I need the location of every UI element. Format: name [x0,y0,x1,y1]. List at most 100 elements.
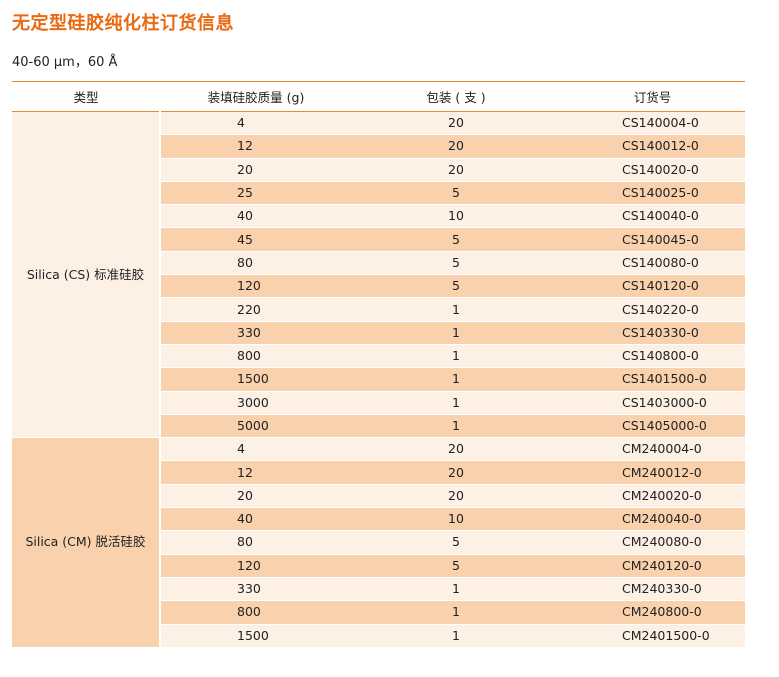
order-number-cell: CS140020-0 [560,158,745,182]
order-number-cell: CM2401500-0 [560,624,745,648]
mass-cell: 330 [160,577,352,602]
table-header: 类型 装填硅胶质量 (g) 包装 ( 支 ) 订货号 [12,81,745,112]
order-number-cell: CS1403000-0 [560,391,745,415]
mass-cell: 120 [160,554,352,578]
pack-cell: 1 [352,414,560,439]
mass-cell: 4 [160,111,352,136]
mass-cell: 25 [160,181,352,206]
table-row: 12 20 CS140012-0 [12,134,745,159]
mass-cell: 330 [160,321,352,345]
pack-cell: 1 [352,344,560,369]
table-row: 1500 1 CM2401500-0 [12,624,745,648]
order-number-cell: CM240080-0 [560,530,745,555]
table-row: Silica (CM) 脱活硅胶 4 20 CM240004-0 [12,437,745,648]
table-row: 12 20 CM240012-0 [12,460,745,485]
table-row: 5000 1 CS1405000-0 [12,414,745,439]
mass-cell: 5000 [160,414,352,439]
mass-cell: 80 [160,530,352,555]
table-row: 800 1 CS140800-0 [12,344,745,369]
order-number-cell: CM240040-0 [560,507,745,532]
pack-cell: 20 [352,437,560,462]
mass-cell: 40 [160,204,352,229]
mass-cell: 1500 [160,367,352,392]
table-row: 220 1 CS140220-0 [12,297,745,322]
pack-cell: 1 [352,367,560,392]
header-order-number: 订货号 [560,81,745,112]
order-number-cell: CS1401500-0 [560,367,745,392]
mass-cell: 800 [160,600,352,625]
order-number-cell: CM240004-0 [560,437,745,462]
order-number-cell: CM240020-0 [560,484,745,509]
order-number-cell: CS140045-0 [560,227,745,252]
table-body: Silica (CS) 标准硅胶 4 20 CS140004-0 12 20 CS14001… [12,111,745,648]
mass-cell: 3000 [160,391,352,415]
header-type: 类型 [12,81,160,112]
pack-cell: 10 [352,204,560,229]
pack-cell: 1 [352,577,560,602]
table-row: 80 5 CS140080-0 [12,251,745,276]
mass-cell: 20 [160,484,352,509]
pack-cell: 1 [352,297,560,322]
table-row: 40 10 CM240040-0 [12,507,745,532]
pack-cell: 1 [352,391,560,415]
pack-cell: 20 [352,484,560,509]
order-number-cell: CS140080-0 [560,251,745,276]
mass-cell: 20 [160,158,352,182]
mass-cell: 120 [160,274,352,299]
page-title: 无定型硅胶纯化柱订货信息 [12,13,234,34]
order-table-container: 类型 装填硅胶质量 (g) 包装 ( 支 ) 订货号 Silica (CS) 标… [12,81,745,648]
table-row: 120 5 CM240120-0 [12,554,745,578]
pack-cell: 20 [352,134,560,159]
header-mass: 装填硅胶质量 (g) [160,81,352,112]
order-number-cell: CS140012-0 [560,134,745,159]
mass-cell: 45 [160,227,352,252]
order-number-cell: CM240330-0 [560,577,745,602]
pack-cell: 5 [352,251,560,276]
order-number-cell: CS140120-0 [560,274,745,299]
order-number-cell: CS140004-0 [560,111,745,136]
type-cell: Silica (CS) 标准硅胶 [12,111,161,439]
order-number-cell: CS1405000-0 [560,414,745,439]
pack-cell: 1 [352,321,560,345]
pack-cell: 1 [352,600,560,625]
table-row: Silica (CS) 标准硅胶 4 20 CS140004-0 [12,111,745,439]
page-subtitle: 40-60 µm，60 Å [12,55,118,70]
type-cell: Silica (CM) 脱活硅胶 [12,437,161,648]
pack-cell: 20 [352,111,560,136]
table-row: 330 1 CM240330-0 [12,577,745,602]
mass-cell: 12 [160,134,352,159]
table-row: 45 5 CS140045-0 [12,227,745,252]
pack-cell: 1 [352,624,560,648]
mass-cell: 800 [160,344,352,369]
mass-cell: 4 [160,437,352,462]
order-number-cell: CM240012-0 [560,460,745,485]
table-row: 40 10 CS140040-0 [12,204,745,229]
pack-cell: 5 [352,181,560,206]
order-table: 类型 装填硅胶质量 (g) 包装 ( 支 ) 订货号 Silica (CS) 标… [12,81,745,648]
order-number-cell: CS140800-0 [560,344,745,369]
mass-cell: 1500 [160,624,352,648]
mass-cell: 40 [160,507,352,532]
pack-cell: 5 [352,274,560,299]
pack-cell: 5 [352,554,560,578]
table-row: 120 5 CS140120-0 [12,274,745,299]
table-row: 25 5 CS140025-0 [12,181,745,206]
table-row: 1500 1 CS1401500-0 [12,367,745,392]
table-row: 800 1 CM240800-0 [12,600,745,625]
table-row: 20 20 CM240020-0 [12,484,745,509]
order-number-cell: CS140025-0 [560,181,745,206]
table-row: 20 20 CS140020-0 [12,158,745,182]
pack-cell: 5 [352,227,560,252]
mass-cell: 12 [160,460,352,485]
mass-cell: 80 [160,251,352,276]
pack-cell: 20 [352,460,560,485]
order-number-cell: CS140040-0 [560,204,745,229]
header-pack: 包装 ( 支 ) [352,81,560,112]
order-number-cell: CS140220-0 [560,297,745,322]
table-row: 330 1 CS140330-0 [12,321,745,345]
pack-cell: 20 [352,158,560,182]
pack-cell: 5 [352,530,560,555]
table-row: 80 5 CM240080-0 [12,530,745,555]
mass-cell: 220 [160,297,352,322]
table-header-row: 类型 装填硅胶质量 (g) 包装 ( 支 ) 订货号 [12,81,745,112]
